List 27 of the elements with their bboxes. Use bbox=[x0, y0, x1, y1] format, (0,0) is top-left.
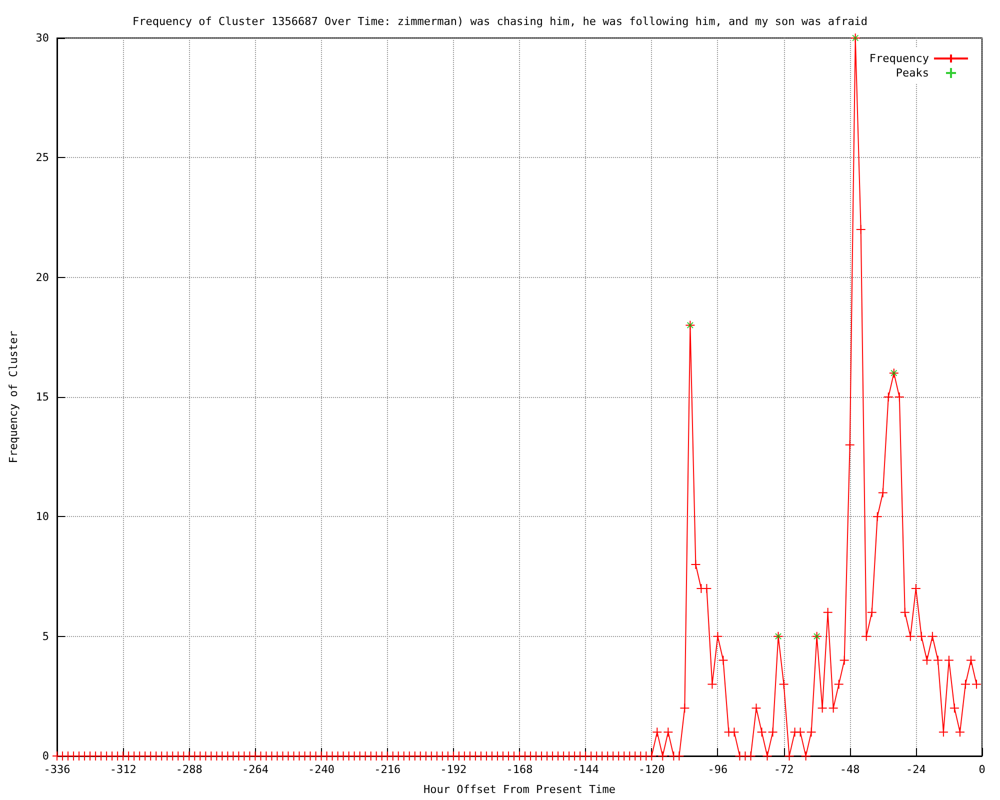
x-tick-label: -120 bbox=[638, 763, 665, 776]
x-tick-label: -192 bbox=[440, 763, 467, 776]
x-tick-label: -288 bbox=[176, 763, 202, 776]
y-tick-label: 10 bbox=[36, 510, 49, 524]
x-tick-label: -72 bbox=[774, 763, 794, 776]
y-axis-title: Frequency of Cluster bbox=[7, 330, 20, 464]
x-tick-label: -144 bbox=[572, 763, 600, 776]
x-tick-label: -264 bbox=[242, 763, 269, 776]
chart-title: Frequency of Cluster 1356687 Over Time: zimmerman) was chasing him, he was following him, and my son was afraid bbox=[132, 15, 868, 28]
x-tick-label: -336 bbox=[44, 763, 70, 776]
legend-label: Peaks bbox=[896, 66, 929, 80]
y-tick-label: 5 bbox=[42, 630, 49, 643]
y-tick-label: 0 bbox=[42, 750, 49, 762]
x-tick-label: -168 bbox=[506, 763, 533, 776]
y-tick-label: 15 bbox=[36, 390, 49, 404]
x-tick-label: -240 bbox=[308, 763, 335, 776]
y-tick-label: 30 bbox=[36, 32, 49, 44]
legend-label: Frequency bbox=[869, 52, 930, 65]
x-axis-title: Hour Offset From Present Time bbox=[423, 783, 616, 796]
x-tick-label: -24 bbox=[906, 763, 926, 776]
x-tick-label: -216 bbox=[374, 763, 401, 776]
x-tick-label: -312 bbox=[110, 763, 136, 776]
y-tick-label: 20 bbox=[36, 270, 49, 284]
x-tick-label: 0 bbox=[978, 763, 986, 776]
x-tick-label: -96 bbox=[708, 763, 728, 776]
x-tick-label: -48 bbox=[840, 763, 860, 776]
y-tick-label: 25 bbox=[36, 151, 49, 164]
